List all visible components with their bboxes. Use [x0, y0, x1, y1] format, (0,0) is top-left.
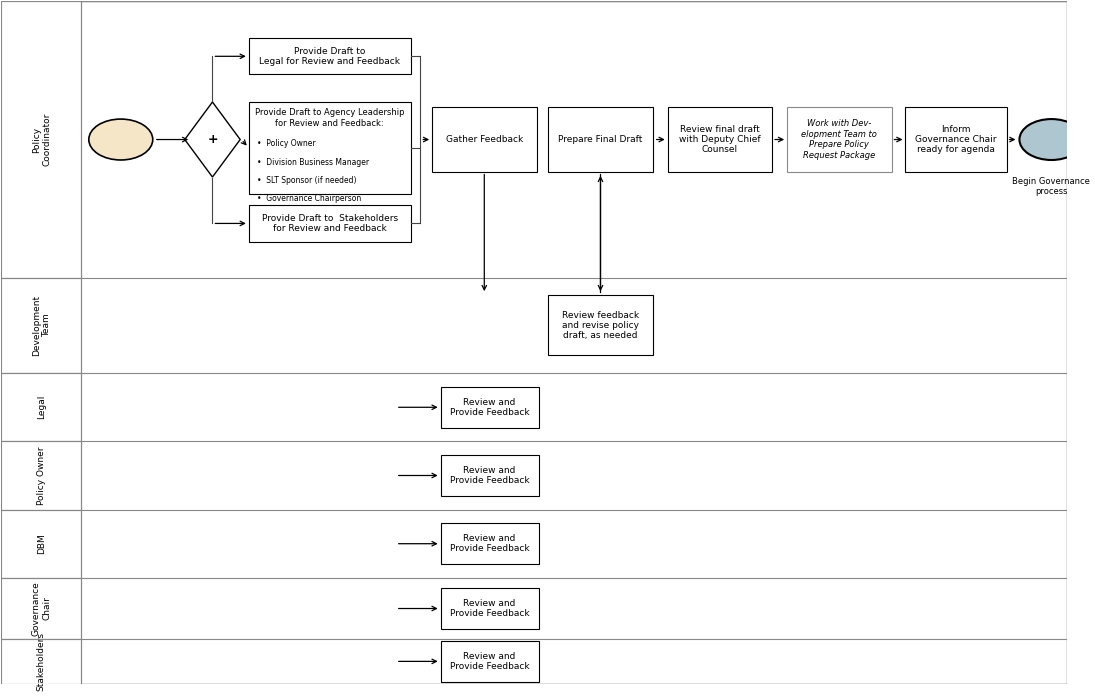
- FancyBboxPatch shape: [787, 107, 891, 171]
- FancyBboxPatch shape: [1, 373, 81, 441]
- Text: Provide Draft to Agency Leadership
for Review and Feedback:: Provide Draft to Agency Leadership for R…: [255, 109, 404, 128]
- Text: •  SLT Sponsor (if needed): • SLT Sponsor (if needed): [257, 176, 357, 185]
- Text: Review and
Provide Feedback: Review and Provide Feedback: [450, 466, 530, 485]
- Circle shape: [89, 119, 153, 160]
- FancyBboxPatch shape: [549, 107, 653, 171]
- Text: Prepare Final Draft: Prepare Final Draft: [558, 135, 643, 144]
- Text: •  Division Business Manager: • Division Business Manager: [257, 158, 369, 167]
- Text: Policy Owner: Policy Owner: [37, 446, 46, 505]
- FancyBboxPatch shape: [1, 441, 81, 510]
- FancyBboxPatch shape: [440, 387, 539, 428]
- FancyBboxPatch shape: [1, 1, 81, 277]
- FancyBboxPatch shape: [549, 296, 653, 355]
- Text: Begin Governance
process: Begin Governance process: [1013, 177, 1091, 197]
- Text: +: +: [207, 133, 218, 146]
- Text: Review feedback
and revise policy
draft, as needed: Review feedback and revise policy draft,…: [562, 311, 639, 340]
- Circle shape: [1019, 119, 1083, 160]
- FancyBboxPatch shape: [249, 38, 411, 75]
- Text: Legal: Legal: [37, 395, 46, 420]
- Text: Review and
Provide Feedback: Review and Provide Feedback: [450, 652, 530, 671]
- FancyBboxPatch shape: [249, 206, 411, 242]
- FancyBboxPatch shape: [433, 107, 537, 171]
- Text: Stakeholders: Stakeholders: [37, 632, 46, 691]
- Text: Review and
Provide Feedback: Review and Provide Feedback: [450, 599, 530, 618]
- Text: DBM: DBM: [37, 533, 46, 554]
- Text: Development
Team: Development Team: [32, 295, 51, 356]
- FancyBboxPatch shape: [440, 523, 539, 564]
- FancyBboxPatch shape: [1, 639, 81, 684]
- FancyBboxPatch shape: [1, 510, 81, 578]
- Text: •  Policy Owner: • Policy Owner: [257, 139, 315, 148]
- Text: Provide Draft to
Legal for Review and Feedback: Provide Draft to Legal for Review and Fe…: [260, 47, 400, 66]
- Text: Review and
Provide Feedback: Review and Provide Feedback: [450, 397, 530, 417]
- Text: Gather Feedback: Gather Feedback: [446, 135, 523, 144]
- FancyBboxPatch shape: [249, 102, 411, 194]
- Text: Review and
Provide Feedback: Review and Provide Feedback: [450, 534, 530, 553]
- FancyBboxPatch shape: [906, 107, 1006, 171]
- Polygon shape: [185, 102, 240, 177]
- FancyBboxPatch shape: [440, 641, 539, 682]
- Text: Work with Dev-
elopment Team to
Prepare Policy
Request Package: Work with Dev- elopment Team to Prepare …: [802, 119, 877, 160]
- Text: Policy
Coordinator: Policy Coordinator: [32, 113, 51, 166]
- Text: Provide Draft to  Stakeholders
for Review and Feedback: Provide Draft to Stakeholders for Review…: [262, 214, 397, 233]
- FancyBboxPatch shape: [1, 1, 1068, 684]
- FancyBboxPatch shape: [668, 107, 772, 171]
- Text: Governance
Chair: Governance Chair: [32, 581, 51, 636]
- Text: •  Governance Chairperson: • Governance Chairperson: [257, 194, 361, 204]
- FancyBboxPatch shape: [1, 277, 81, 373]
- Text: Review final draft
with Deputy Chief
Counsel: Review final draft with Deputy Chief Cou…: [679, 125, 761, 155]
- FancyBboxPatch shape: [1, 578, 81, 639]
- FancyBboxPatch shape: [440, 588, 539, 629]
- Text: Inform
Governance Chair
ready for agenda: Inform Governance Chair ready for agenda: [915, 125, 996, 155]
- FancyBboxPatch shape: [440, 455, 539, 496]
